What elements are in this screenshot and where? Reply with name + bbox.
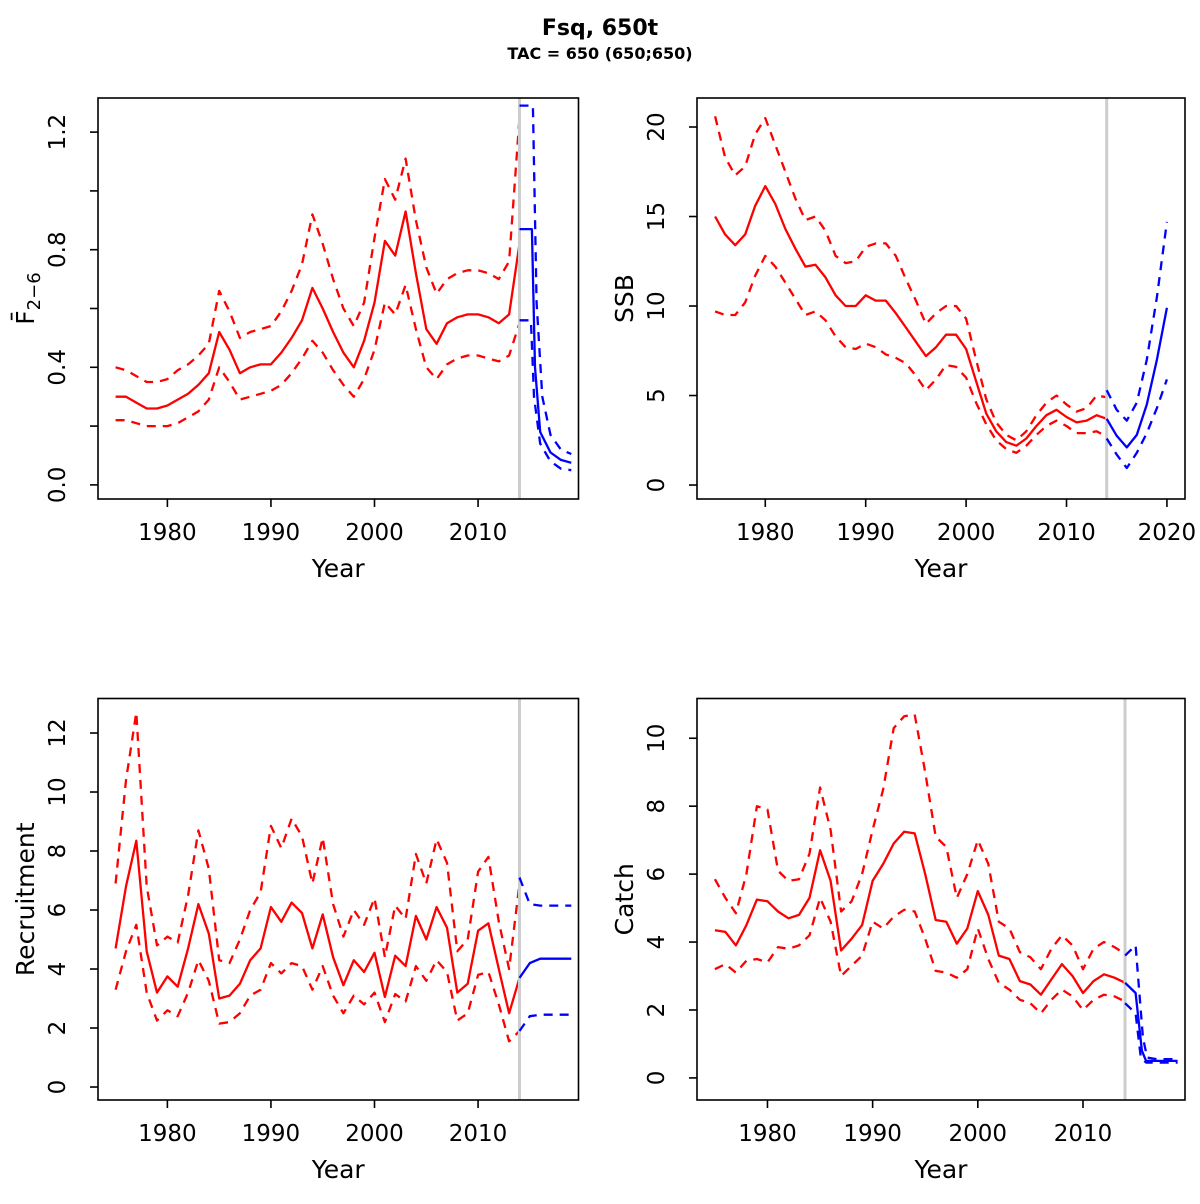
y-tick-label: 10 <box>644 291 670 320</box>
fbar-median-historic <box>115 210 521 410</box>
fbar-upper-ci-forecast <box>519 104 572 456</box>
x-tick-label: 2000 <box>345 520 404 546</box>
x-tick-label: 1990 <box>242 1121 301 1147</box>
panel-frame <box>97 697 580 1101</box>
x-tick-label: 1990 <box>843 1121 902 1147</box>
y-tick-label: 2 <box>644 1003 670 1018</box>
fbar-median-forecast <box>519 227 572 464</box>
x-tick-label: 2010 <box>449 520 508 546</box>
y-tick-label: 0.4 <box>45 349 71 386</box>
y-tick-label: 12 <box>45 718 71 747</box>
x-tick-label: 1990 <box>836 520 895 546</box>
catch-panel: 1980 1990 2000 2010 0 2 4 6 8 10 Catch Year <box>610 697 1186 1184</box>
x-tick-label: 2020 <box>1138 520 1197 546</box>
catch-upper-ci-forecast <box>1124 944 1178 1061</box>
y-tick-label: 8 <box>644 799 670 814</box>
panel-frame <box>97 97 580 500</box>
figure-subtitle: TAC = 650 (650;650) <box>507 44 693 63</box>
y-axis-title: Recruitment <box>11 822 40 976</box>
fbar-lower-ci-forecast <box>519 319 572 472</box>
x-tick-label: 2000 <box>345 1121 404 1147</box>
ssb-upper-ci-forecast <box>1105 221 1169 422</box>
recruitment-lower-ci-forecast <box>518 1013 572 1032</box>
x-tick-label: 1980 <box>738 1121 797 1147</box>
y-tick-label: 0.0 <box>45 467 71 504</box>
y-tick-label: 0 <box>644 1071 670 1086</box>
x-tick-label: 1980 <box>138 1121 197 1147</box>
recruitment-lower-ci-historic <box>114 923 521 1043</box>
y-axis-title: F̄2−6 <box>10 272 45 324</box>
x-tick-label: 1990 <box>242 520 301 546</box>
catch-lower-ci-historic <box>714 896 1126 1015</box>
recruitment-upper-ci-historic <box>114 711 521 971</box>
y-axis-title: SSB <box>610 274 639 323</box>
fbar-upper-ci-historic <box>115 117 521 384</box>
y-tick-label: 4 <box>644 935 670 950</box>
y-tick-label: 0 <box>644 478 670 493</box>
x-tick-label: 2000 <box>949 1121 1008 1147</box>
y-tick-label: 8 <box>45 844 71 859</box>
catch-median-historic <box>714 830 1126 996</box>
y-tick-label: 1.2 <box>45 114 71 151</box>
panel-frame <box>696 697 1186 1101</box>
x-tick-label: 2000 <box>937 520 996 546</box>
catch-lower-ci-forecast <box>1124 1002 1178 1064</box>
ssb-upper-ci-historic <box>713 116 1107 442</box>
recruitment-upper-ci-forecast <box>518 877 572 907</box>
x-tick-label: 2010 <box>1054 1121 1113 1147</box>
recruitment-median-historic <box>114 839 521 1015</box>
y-tick-label: 2 <box>45 1021 71 1036</box>
fbar-panel: 1980 1990 2000 2010 0.0 0.4 0.8 1.2 F̄2−6 Year <box>10 97 580 583</box>
recruitment-panel: 1980 1990 2000 2010 0 2 4 6 8 10 12 Recruitment Year <box>11 697 580 1184</box>
panel-frame <box>696 97 1186 500</box>
ssb-median-historic <box>714 184 1108 447</box>
x-tick-label: 2010 <box>1037 520 1096 546</box>
y-axis-title: Catch <box>610 863 639 935</box>
y-tick-label: 0 <box>45 1080 71 1095</box>
y-tick-label: 15 <box>644 202 670 231</box>
fbar-lower-ci-historic <box>115 283 521 428</box>
y-tick-label: 20 <box>644 112 670 141</box>
x-axis-title: Year <box>914 554 969 583</box>
ssb-lower-ci-historic <box>714 254 1108 454</box>
x-tick-label: 1980 <box>138 520 197 546</box>
y-tick-label: 6 <box>45 903 71 918</box>
y-tick-label: 4 <box>45 962 71 977</box>
figure-title: Fsq, 650t <box>541 16 659 41</box>
y-tick-label: 6 <box>644 867 670 882</box>
y-tick-label: 5 <box>644 388 670 403</box>
y-tick-label: 0.8 <box>45 231 71 268</box>
x-axis-title: Year <box>311 1155 366 1184</box>
catch-median-forecast <box>1124 981 1178 1063</box>
x-axis-title: Year <box>311 554 366 583</box>
x-tick-label: 1980 <box>736 520 795 546</box>
y-tick-label: 10 <box>45 777 71 806</box>
ssb-panel: 1980 1990 2000 2010 2020 0 5 10 15 20 SSB Year <box>610 97 1197 583</box>
ssb-median-forecast <box>1105 307 1169 449</box>
catch-upper-ci-historic <box>713 713 1126 971</box>
x-axis-title: Year <box>914 1155 969 1184</box>
x-tick-label: 2010 <box>449 1121 508 1147</box>
ssb-lower-ci-forecast <box>1105 379 1168 470</box>
y-tick-label: 10 <box>644 724 670 753</box>
recruitment-median-forecast <box>518 957 572 979</box>
